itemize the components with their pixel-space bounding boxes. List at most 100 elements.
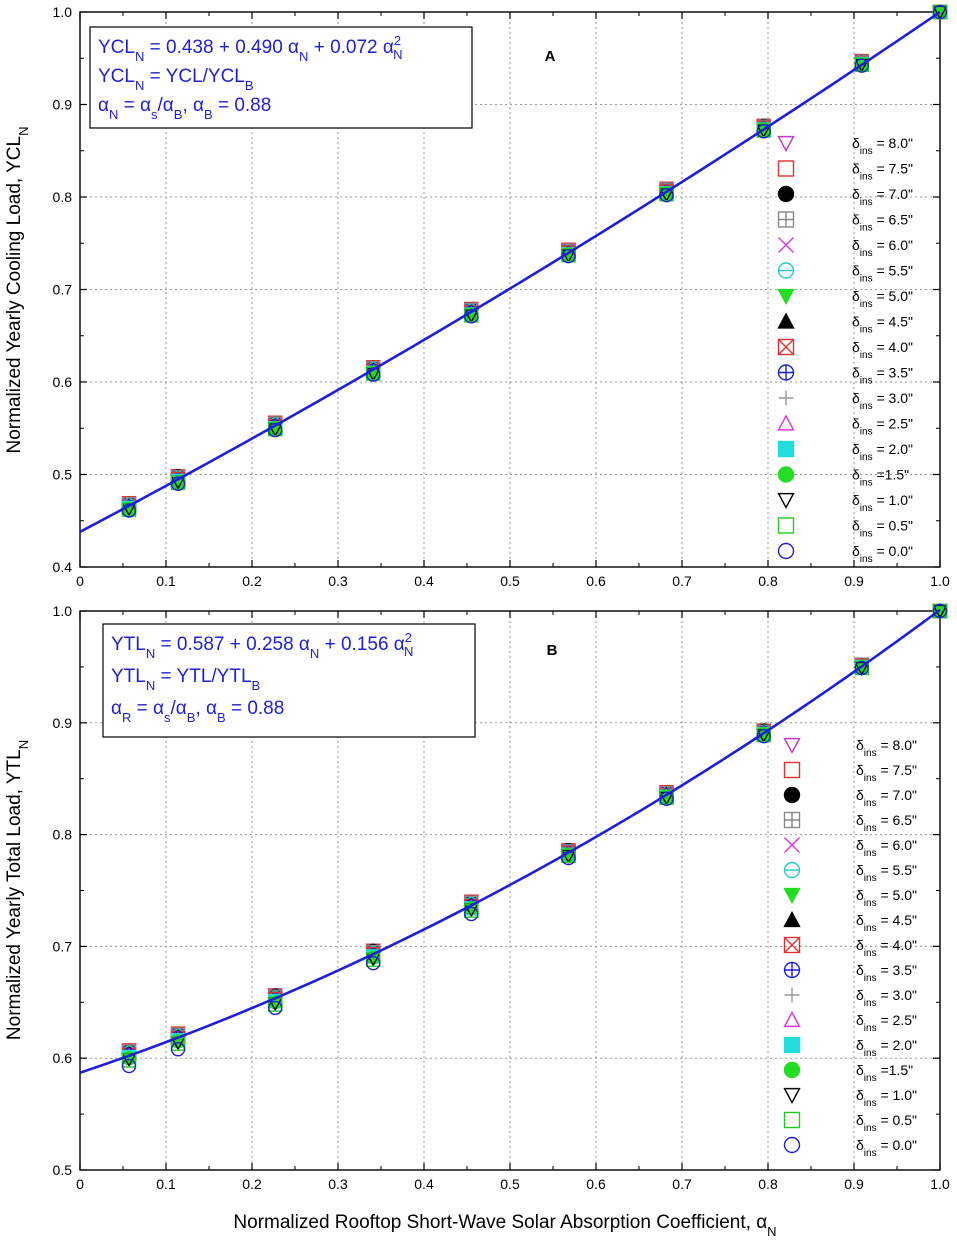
legend-label: δins = 7.0" [852, 186, 913, 208]
legend-marker-box [783, 936, 801, 954]
data-point [170, 1042, 186, 1057]
y-tick-label: 0.4 [53, 559, 73, 575]
legend-marker [783, 1111, 801, 1129]
y-tick-label: 0.7 [53, 938, 73, 954]
fit-curve [79, 608, 941, 1074]
x-axis-title: Normalized Rooftop Short-Wave Solar Abso… [233, 1212, 776, 1239]
equation-box: YTLN = 0.587 + 0.258 αN + 0.156 α2 N YTLN … [102, 623, 476, 738]
x-tick-label: 0.5 [500, 1176, 520, 1192]
y-tick-label: 0.9 [53, 715, 73, 731]
legend-label: δins = 4.5" [852, 314, 913, 336]
legend-label: δins = 1.0" [852, 492, 913, 514]
legend-marker [783, 936, 801, 954]
equation-line: αN = αs/αB, αB = 0.88 [98, 95, 271, 122]
x-tick-label: 0.3 [328, 573, 348, 589]
data-point [366, 955, 381, 971]
legend-label: δins = 3.5" [852, 365, 913, 387]
y-tick-label: 1.0 [53, 603, 73, 619]
legend-label: δins = 2.0" [852, 441, 913, 463]
data-point [560, 849, 577, 864]
x-tick-label: 0.4 [414, 1176, 434, 1192]
legend-marker-cross [778, 212, 794, 227]
data-point [932, 5, 948, 20]
legend-label: δins = 0.5" [856, 1112, 917, 1134]
legend-marker-cross [784, 812, 800, 828]
legend-marker [783, 911, 801, 928]
legend-label: δins = 5.5" [852, 263, 913, 285]
x-tick-label: 0.3 [328, 1176, 348, 1192]
legend-marker [784, 987, 800, 1003]
legend-marker [778, 237, 794, 253]
legend-marker [783, 737, 801, 754]
legend-marker [783, 761, 801, 779]
legend: δins = 8.0" δins = 7.5" δins = 7.0" δins = … [783, 737, 917, 1159]
legend-label: δins =1.5" [856, 1062, 913, 1084]
legend-marker [783, 811, 801, 829]
y-axis-title: Normalized Yearly Total Load, YTLN [4, 740, 31, 1040]
legend-marker-box [777, 338, 795, 356]
legend-marker [777, 312, 795, 329]
legend-marker [777, 338, 795, 356]
ticks: 0 0.1 0.2 0.3 0.4 0.5 0.6 0.7 0.8 0.9 1.0 0.5 0.6 0.7… [53, 603, 950, 1192]
legend-marker-cross [784, 937, 800, 953]
legend-label: δins = 6.5" [856, 812, 917, 834]
x-tick-label: 1.0 [930, 1176, 950, 1192]
legend-marker [783, 1011, 801, 1028]
equation-line: YCLN = YCL/YCLB [98, 66, 254, 93]
x-tick-label: 0 [76, 1176, 84, 1192]
data-point [464, 906, 479, 922]
legend-marker [783, 1087, 801, 1104]
x-tick-label: 0.1 [156, 573, 176, 589]
x-tick-label: 0.5 [500, 573, 520, 589]
data-point [932, 4, 948, 20]
y-tick-label: 0.6 [53, 1050, 73, 1066]
legend-label: δins = 2.0" [856, 1037, 917, 1059]
data-point [268, 1000, 283, 1016]
legend-label: δins = 6.0" [852, 237, 913, 259]
legend-label: δins = 4.0" [852, 339, 913, 361]
legend-label: δins = 8.0" [852, 135, 913, 157]
x-tick-label: 0.9 [844, 573, 864, 589]
legend-marker [783, 961, 801, 979]
y-axis-title: Normalized Yearly Cooling Load, YCLN [4, 127, 31, 454]
legend-label: δins = 4.0" [856, 937, 917, 959]
legend-label: δins = 4.5" [856, 912, 917, 934]
legend-marker [777, 288, 795, 305]
x-tick-label: 0.8 [758, 573, 778, 589]
legend-label: δins = 0.0" [852, 543, 913, 565]
equation-box-frame [102, 623, 476, 738]
data-point [756, 124, 771, 139]
legend-label: δins = 2.5" [852, 416, 913, 438]
panel-label: B [547, 642, 558, 659]
legend-marker [777, 262, 795, 279]
legend-marker [783, 786, 801, 804]
x-tick-label: 0.4 [414, 573, 434, 589]
chart-panel-a: 0 0.1 0.2 0.3 0.4 0.5 0.6 0.7 0.8 0.9 1.0 0.4 0.5 0.6… [4, 4, 950, 589]
legend-marker [783, 1061, 801, 1079]
legend-marker [783, 887, 801, 904]
equation-box-frame [89, 26, 473, 129]
legend-marker-cross [784, 962, 800, 978]
legend-label: δins = 5.0" [852, 288, 913, 310]
x-tick-label: 0.2 [242, 1176, 262, 1192]
data-point [854, 58, 869, 73]
legend: δins = 8.0" δins = 7.5" δins = 7.0" δins = … [777, 135, 913, 565]
legend-label: δins = 8.0" [856, 737, 917, 759]
x-tick-label: 0.6 [586, 1176, 606, 1192]
y-tick-label: 0.5 [53, 1162, 73, 1178]
legend-marker [777, 211, 795, 228]
y-tick-label: 0.8 [53, 827, 73, 843]
data-point [121, 1058, 137, 1074]
legend-label: δins = 6.0" [856, 837, 917, 859]
legend-label: δins = 0.0" [856, 1137, 917, 1159]
x-tick-label: 0.1 [156, 1176, 176, 1192]
legend-label: δins = 2.5" [856, 1012, 917, 1034]
panel-label: A [545, 48, 556, 65]
legend-marker-cross [778, 365, 794, 380]
legend-label: δins = 7.0" [856, 787, 917, 809]
legend-label: δins = 5.5" [856, 862, 917, 884]
legend-marker [778, 390, 794, 406]
legend-marker [784, 837, 800, 853]
y-tick-label: 0.9 [53, 97, 73, 113]
legend-label: δins = 0.5" [852, 518, 913, 540]
